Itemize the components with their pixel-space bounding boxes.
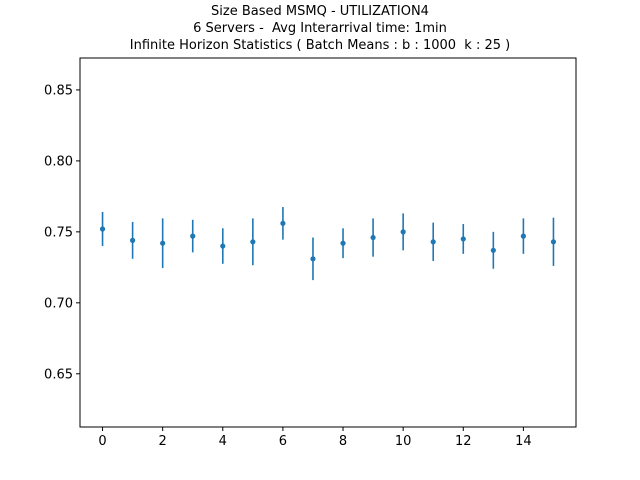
x-tick-label: 2 xyxy=(159,434,167,449)
data-point xyxy=(460,236,466,242)
data-point xyxy=(310,256,316,262)
data-point xyxy=(520,233,526,239)
x-tick-label: 0 xyxy=(98,434,106,449)
x-tick-label: 12 xyxy=(455,434,472,449)
data-point xyxy=(280,220,286,226)
data-point xyxy=(400,229,406,235)
data-point xyxy=(340,240,346,246)
data-point xyxy=(550,239,557,245)
data-point xyxy=(99,226,106,232)
data-point xyxy=(190,233,196,239)
data-point xyxy=(160,240,166,246)
chart-title-line-1: Size Based MSMQ - UTILIZATION4 xyxy=(211,4,429,19)
axes-frame xyxy=(79,57,577,428)
data-point xyxy=(250,239,256,245)
chart-title-line-2: 6 Servers - Avg Interarrival time: 1min xyxy=(193,21,447,36)
data-point xyxy=(370,234,376,241)
y-tick-label: 0.65 xyxy=(44,367,73,382)
x-tick-label: 10 xyxy=(395,434,412,449)
y-tick-label: 0.85 xyxy=(44,83,73,98)
plot-area: 0 2 4 6 8 10 12 14 0.65 0.70 0.75 0.80 0.85 xyxy=(44,83,557,449)
y-tick-label: 0.70 xyxy=(44,296,73,311)
y-tick-label: 0.75 xyxy=(44,225,73,240)
data-point xyxy=(490,247,496,253)
y-tick-label: 0.80 xyxy=(44,154,73,169)
x-tick-label: 14 xyxy=(515,434,532,449)
x-tick-label: 6 xyxy=(279,434,287,449)
x-tick-label: 8 xyxy=(339,434,347,449)
data-point xyxy=(220,243,226,249)
data-point xyxy=(130,237,136,243)
chart-title-line-3: Infinite Horizon Statistics ( Batch Mean… xyxy=(129,38,511,53)
x-tick-label: 4 xyxy=(219,434,227,449)
data-point xyxy=(430,239,436,245)
